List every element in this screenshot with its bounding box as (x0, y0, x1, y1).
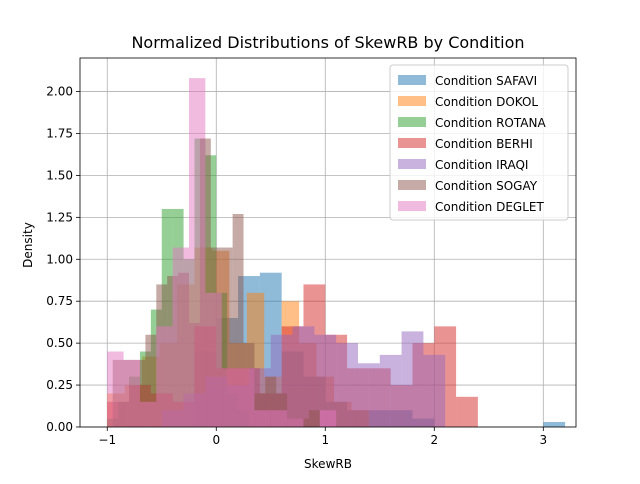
histogram-bar (336, 343, 358, 427)
histogram-bar (265, 376, 277, 427)
legend-swatch (398, 159, 426, 169)
legend-label: Condition BERHI (435, 137, 533, 151)
histogram-bar (423, 354, 446, 427)
histogram-bar (205, 292, 222, 427)
y-tick-label: 1.00 (46, 252, 73, 266)
y-tick-label: 0.00 (46, 420, 73, 434)
x-tick-label: 1 (321, 433, 329, 447)
histogram-bar (292, 326, 315, 427)
x-tick-label: −1 (98, 433, 116, 447)
legend-label: Condition ROTANA (435, 116, 546, 130)
y-tick-label: 1.50 (46, 168, 73, 182)
histogram-bar (456, 396, 478, 427)
histogram-bar (401, 331, 424, 427)
legend-label: Condition SOGAY (435, 179, 538, 193)
histogram-bar (270, 410, 288, 427)
histogram-bar (145, 334, 157, 427)
y-tick-label: 2.00 (46, 85, 73, 99)
legend-swatch (398, 75, 426, 85)
histogram-bars (107, 78, 566, 428)
histogram-bar (139, 401, 157, 427)
legend-label: Condition IRAQI (435, 158, 528, 172)
histogram-bar (254, 410, 271, 427)
legend-box (389, 64, 569, 221)
histogram-bar (221, 247, 233, 427)
histogram-bar (123, 359, 140, 427)
y-axis-label: Density (21, 222, 35, 268)
legend-swatch (398, 96, 426, 106)
legend-label: Condition DOKOL (435, 95, 538, 109)
legend-swatch (398, 201, 426, 211)
histogram-bar (172, 247, 190, 427)
x-axis-label: SkewRB (304, 457, 352, 471)
histogram-bar (189, 78, 206, 428)
histogram-bar (238, 368, 255, 427)
legend: Condition SAFAVI Condition DOKOL Condition… (389, 64, 569, 221)
x-tick-label: 0 (212, 433, 220, 447)
x-tick-label: 3 (539, 433, 547, 447)
y-tick-label: 0.75 (46, 294, 73, 308)
x-tick-label: 2 (430, 433, 438, 447)
histogram-bar (221, 368, 239, 427)
histogram-bar (287, 418, 304, 427)
histogram-bar (107, 351, 124, 427)
axes-frame (79, 57, 577, 428)
y-tick-label: 0.50 (46, 336, 73, 350)
y-tick-label: 1.75 (46, 126, 73, 140)
histogram-bar (156, 326, 173, 427)
legend-swatch (398, 138, 426, 148)
y-tick-label: 0.25 (46, 378, 73, 392)
y-tick-label: 1.25 (46, 210, 73, 224)
legend-label: Condition SAFAVI (435, 74, 537, 88)
histogram-bar (314, 334, 337, 427)
histogram-bar (379, 354, 402, 427)
histogram-bar (308, 410, 320, 427)
series-bars (107, 78, 337, 428)
chart-title: Normalized Distributions of SkewRB by Co… (131, 33, 524, 52)
legend-swatch (398, 180, 426, 190)
histogram-bar (543, 421, 566, 427)
histogram-bar (357, 363, 380, 427)
histogram-bar (319, 410, 337, 427)
histogram-bar (232, 213, 244, 427)
legend-swatch (398, 117, 426, 127)
legend-label: Condition DEGLET (435, 200, 544, 214)
axis-ticks: −1 0 1 2 3 0.00 0.25 0.50 0.75 1.00 1.25 1.50 1.75 2.… (46, 85, 547, 447)
